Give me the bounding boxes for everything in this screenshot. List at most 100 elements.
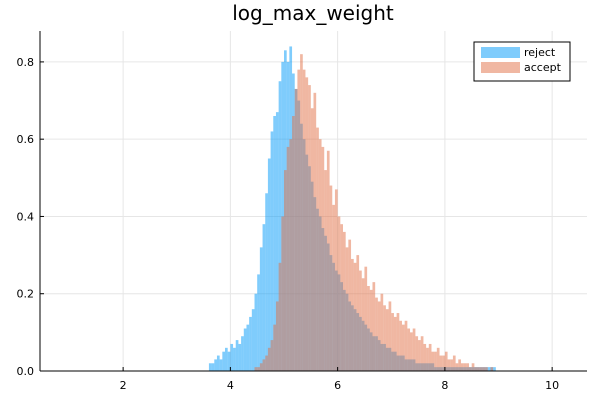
bar-accept [404, 320, 408, 371]
bar-accept [482, 367, 486, 371]
bar-reject [493, 367, 496, 371]
bar-reject [246, 324, 250, 371]
bar-accept [359, 270, 362, 371]
bar-accept [450, 359, 453, 371]
bar-accept [265, 355, 268, 371]
bar-accept [442, 355, 445, 371]
bar-reject [243, 328, 247, 371]
bar-accept [479, 367, 483, 371]
bar-accept [278, 262, 282, 371]
bar-accept [426, 347, 429, 371]
bar-reject [251, 309, 255, 371]
bar-reject [262, 224, 266, 371]
bar-reject [235, 340, 239, 371]
bar-reject [487, 367, 491, 371]
bar-accept [412, 328, 416, 371]
legend-swatch-accept [481, 62, 520, 73]
bar-accept [367, 286, 370, 371]
bar-reject [275, 112, 279, 372]
bar-accept [286, 146, 290, 371]
bar-accept [420, 336, 424, 371]
bar-accept [310, 108, 314, 371]
legend-swatch-reject [481, 47, 520, 58]
bar-accept [329, 185, 333, 371]
bar-accept [399, 320, 402, 371]
bar-reject [238, 343, 242, 371]
bar-accept [254, 367, 258, 371]
bar-accept [297, 69, 301, 372]
bar-accept [385, 309, 389, 371]
bar-accept [281, 216, 285, 371]
bar-reject [270, 131, 274, 371]
bar-reject [267, 158, 271, 371]
bar-accept [485, 367, 488, 371]
bar-reject [249, 316, 252, 371]
bar-accept [463, 363, 467, 371]
bar-accept [267, 347, 271, 371]
bar-reject [208, 363, 212, 371]
bar-accept [393, 316, 397, 371]
bar-accept [300, 54, 303, 371]
bar-accept [262, 359, 266, 371]
y-tick-label: 0.8 [17, 56, 35, 69]
bar-accept [275, 301, 279, 371]
bar-reject [211, 363, 215, 371]
bar-accept [391, 313, 394, 371]
bar-accept [289, 139, 293, 371]
bar-accept [490, 367, 494, 371]
bar-accept [316, 127, 319, 371]
bar-accept [460, 363, 464, 371]
tick-layer: 2 4 6 8 10 0.0 0.2 0.4 0.6 0.8 [17, 56, 560, 392]
bar-reject [278, 81, 282, 372]
bar-accept [436, 347, 440, 371]
bar-reject [230, 343, 234, 371]
bar-reject [259, 247, 263, 371]
bar-reject [222, 351, 226, 371]
bar-accept [418, 340, 421, 371]
bar-reject [257, 274, 260, 371]
bar-accept [321, 146, 325, 371]
bar-accept [348, 239, 352, 371]
bar-accept [415, 336, 419, 371]
bar-accept [326, 150, 330, 371]
bar-accept [318, 139, 322, 371]
bar-accept [364, 266, 368, 371]
bar-reject [225, 347, 228, 371]
x-tick-label: 6 [334, 379, 341, 392]
bar-reject [227, 351, 231, 371]
bar-reject [273, 116, 276, 371]
bar-accept [332, 204, 335, 371]
bar-accept [383, 305, 386, 371]
bar-accept [380, 293, 384, 371]
bar-reject [219, 359, 223, 371]
bar-accept [270, 340, 274, 371]
bar-accept [337, 216, 341, 371]
bar-accept [439, 355, 443, 371]
bar-accept [396, 313, 400, 371]
bar-reject [216, 355, 220, 371]
bar-accept [369, 289, 373, 371]
bar-accept [353, 262, 357, 371]
bar-accept [407, 328, 411, 371]
bar-accept [410, 332, 413, 371]
bar-accept [356, 255, 360, 371]
bar-reject [241, 336, 244, 371]
bar-accept [458, 359, 461, 371]
bar-accept [361, 278, 365, 371]
bar-accept [474, 367, 478, 371]
series-layer [208, 46, 496, 372]
bar-accept [313, 92, 317, 372]
legend-label-reject: reject [524, 46, 556, 59]
bar-accept [302, 69, 306, 372]
bar-reject [214, 359, 217, 371]
legend: reject accept [473, 41, 571, 82]
bar-accept [334, 189, 338, 371]
bar-accept [447, 359, 451, 371]
x-tick-label: 8 [441, 379, 448, 392]
bar-accept [401, 324, 405, 371]
chart-title: log_max_weight [232, 1, 394, 25]
y-tick-label: 0.6 [17, 133, 35, 146]
bar-accept [259, 363, 263, 371]
